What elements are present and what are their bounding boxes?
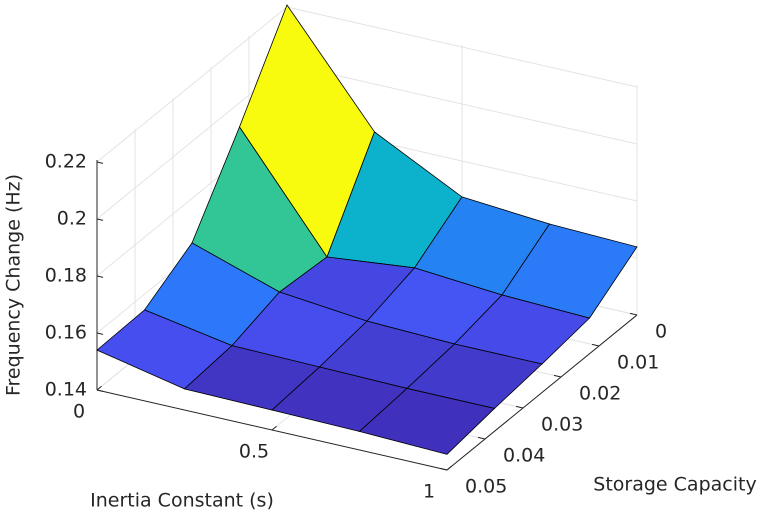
- z-tick-label: 0.16: [45, 321, 87, 343]
- tick-mark: [629, 312, 638, 316]
- surface-patch: [358, 388, 496, 455]
- x-tick-label: 1: [423, 481, 435, 503]
- z-tick-label: 0.22: [45, 150, 87, 172]
- tick-mark: [96, 218, 104, 221]
- tick-mark: [439, 467, 448, 471]
- tick-mark: [515, 405, 524, 409]
- tick-mark: [96, 389, 104, 392]
- x-axis-label: Inertia Constant (s): [90, 490, 274, 512]
- y-axis: [446, 314, 638, 471]
- z-tick-label: 0.2: [57, 207, 87, 229]
- tick-mark: [591, 343, 600, 347]
- tick-mark: [553, 374, 562, 378]
- y-tick-label: 0.03: [541, 414, 583, 436]
- tick-mark: [96, 332, 104, 335]
- z-axis-label: Frequency Change (Hz): [3, 174, 25, 396]
- tick-mark: [477, 436, 486, 440]
- tick-mark: [96, 275, 104, 278]
- z-tick-label: 0.18: [45, 264, 87, 286]
- y-tick-label: 0.01: [617, 352, 659, 374]
- grid-line: [96, 6, 288, 163]
- y-tick-label: 0.02: [579, 383, 621, 405]
- z-tick-label: 0.14: [45, 379, 87, 401]
- x-tick-label: 0: [73, 401, 85, 423]
- y-tick-label: 0: [655, 321, 667, 343]
- y-tick-label: 0.04: [503, 445, 545, 467]
- tick-mark: [271, 425, 277, 431]
- y-axis-label: Storage Capacity: [593, 474, 756, 496]
- tick-mark: [446, 465, 452, 471]
- y-tick-label: 0.05: [465, 476, 507, 498]
- tick-mark: [96, 385, 102, 391]
- x-tick-label: 0.5: [239, 441, 269, 463]
- tick-mark: [96, 161, 104, 164]
